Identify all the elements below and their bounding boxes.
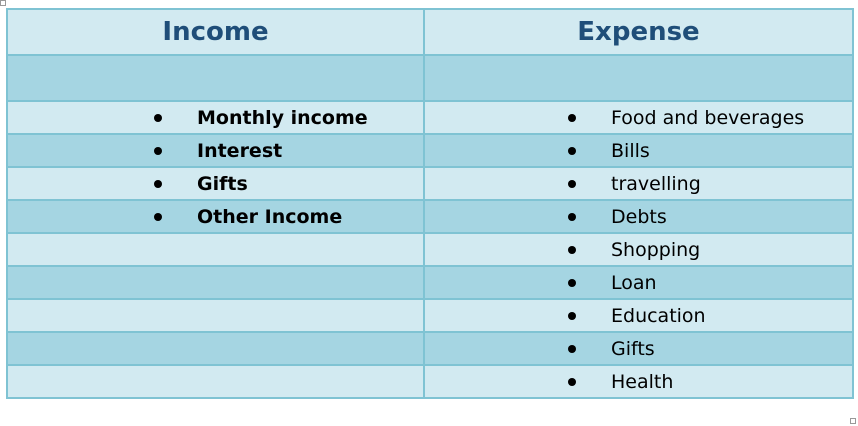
table-cell[interactable] [423, 54, 854, 102]
income-expense-table: Income Expense Monthly income Food and be… [6, 8, 854, 399]
expense-item-label: Education [611, 304, 706, 327]
table-row: Gifts travelling [6, 166, 854, 201]
income-item-label: Other Income [197, 205, 343, 228]
bullet-icon [568, 212, 576, 221]
bullet-icon [568, 113, 576, 122]
income-cell[interactable] [6, 364, 425, 399]
expense-item-label: travelling [611, 172, 701, 195]
expense-list-item: Loan [425, 267, 852, 298]
table-cell[interactable] [6, 54, 425, 102]
table-row: Health [6, 364, 854, 399]
expense-list-item: Education [425, 300, 852, 331]
income-cell[interactable] [6, 265, 425, 300]
income-cell[interactable]: Other Income [6, 199, 425, 234]
bullet-icon [154, 113, 162, 122]
empty-row [6, 54, 854, 102]
expense-cell[interactable]: Shopping [423, 232, 854, 267]
income-cell[interactable]: Interest [6, 133, 425, 168]
table-row: Education [6, 298, 854, 333]
header-row: Income Expense [6, 8, 854, 56]
expense-item-label: Gifts [611, 337, 655, 360]
bullet-icon [154, 212, 162, 221]
bullet-icon [568, 245, 576, 254]
expense-cell[interactable]: travelling [423, 166, 854, 201]
income-cell[interactable] [6, 331, 425, 366]
expense-cell[interactable]: Health [423, 364, 854, 399]
expense-header: Expense [423, 8, 854, 56]
table-row: Interest Bills [6, 133, 854, 168]
expense-list-item: Bills [425, 135, 852, 166]
expense-list-item: Gifts [425, 333, 852, 364]
income-list-item: Monthly income [8, 102, 423, 133]
bullet-icon [154, 179, 162, 188]
expense-cell[interactable]: Debts [423, 199, 854, 234]
table-row: Monthly income Food and beverages [6, 100, 854, 135]
expense-item-label: Loan [611, 271, 657, 294]
expense-cell[interactable]: Gifts [423, 331, 854, 366]
expense-list-item: travelling [425, 168, 852, 199]
expense-cell[interactable]: Loan [423, 265, 854, 300]
bullet-icon [568, 179, 576, 188]
table-move-handle[interactable] [0, 0, 6, 6]
table-row: Loan [6, 265, 854, 300]
income-item-label: Gifts [197, 172, 248, 195]
bullet-icon [568, 377, 576, 386]
income-item-label: Interest [197, 139, 283, 162]
table-row: Other Income Debts [6, 199, 854, 234]
bullet-icon [568, 311, 576, 320]
expense-cell[interactable]: Education [423, 298, 854, 333]
expense-item-label: Shopping [611, 238, 701, 261]
expense-item-label: Debts [611, 205, 667, 228]
expense-list-item: Health [425, 366, 852, 397]
table-row: Shopping [6, 232, 854, 267]
expense-list-item: Debts [425, 201, 852, 232]
income-list-item: Gifts [8, 168, 423, 199]
bullet-icon [568, 344, 576, 353]
table-row: Gifts [6, 331, 854, 366]
expense-item-label: Health [611, 370, 674, 393]
bullet-icon [568, 278, 576, 287]
expense-item-label: Food and beverages [611, 106, 805, 129]
income-cell[interactable] [6, 298, 425, 333]
expense-cell[interactable]: Bills [423, 133, 854, 168]
income-cell[interactable]: Gifts [6, 166, 425, 201]
expense-list-item: Shopping [425, 234, 852, 265]
bullet-icon [568, 146, 576, 155]
income-cell[interactable]: Monthly income [6, 100, 425, 135]
income-header: Income [6, 8, 425, 56]
expense-cell[interactable]: Food and beverages [423, 100, 854, 135]
table-resize-handle[interactable] [850, 418, 856, 424]
income-list-item: Other Income [8, 201, 423, 232]
income-item-label: Monthly income [197, 106, 368, 129]
bullet-icon [154, 146, 162, 155]
expense-item-label: Bills [611, 139, 650, 162]
expense-list-item: Food and beverages [425, 102, 852, 133]
income-list-item: Interest [8, 135, 423, 166]
income-cell[interactable] [6, 232, 425, 267]
